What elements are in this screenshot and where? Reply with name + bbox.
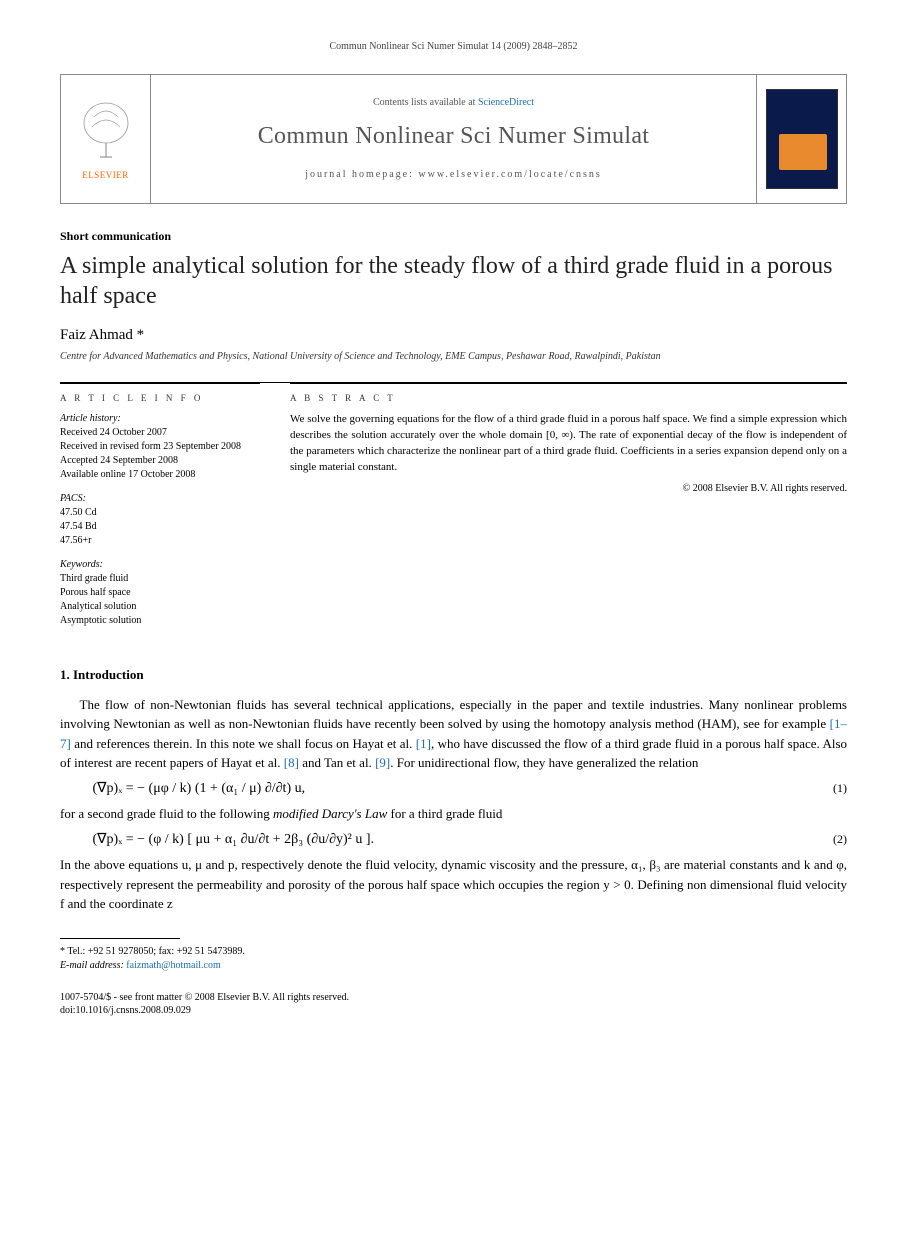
contact-line: * Tel.: +92 51 9278050; fax: +92 51 5473…	[60, 945, 847, 959]
equation-number: (1)	[817, 780, 847, 797]
intro-paragraph-2: for a second grade fluid to the followin…	[60, 804, 847, 824]
journal-cover-icon	[766, 89, 838, 189]
keywords-label: Keywords:	[60, 558, 260, 572]
body-text: . For unidirectional flow, they have gen…	[390, 755, 698, 770]
corresponding-author-footnote: * Tel.: +92 51 9278050; fax: +92 51 5473…	[60, 945, 847, 973]
history-line: Accepted 24 September 2008	[60, 454, 260, 468]
equation-2: (∇p)ₓ = − (φ / k) [ μu + α₁ ∂u/∂t + 2β₃ …	[93, 830, 848, 850]
sciencedirect-link[interactable]: ScienceDirect	[478, 97, 534, 108]
intro-paragraph-3: In the above equations u, μ and p, respe…	[60, 855, 847, 914]
history-line: Received in revised form 23 September 20…	[60, 440, 260, 454]
article-info-column: A R T I C L E I N F O Article history: R…	[60, 383, 260, 639]
body-text: for a second grade fluid to the followin…	[60, 806, 502, 821]
equation-body: (∇p)ₓ = − (φ / k) [ μu + α₁ ∂u/∂t + 2β₃ …	[93, 830, 818, 850]
equation-number: (2)	[817, 831, 847, 848]
article-history-label: Article history:	[60, 412, 260, 426]
abstract-text: We solve the governing equations for the…	[290, 412, 847, 476]
email-line: E-mail address: faizmath@hotmail.com	[60, 959, 847, 973]
equation-1: (∇p)ₓ = − (μφ / k) (1 + (α₁ / μ) ∂/∂t) u…	[93, 779, 848, 799]
running-head: Commun Nonlinear Sci Numer Simulat 14 (2…	[60, 40, 847, 54]
keyword: Third grade fluid	[60, 572, 260, 586]
front-matter-footer: 1007-5704/$ - see front matter © 2008 El…	[60, 991, 847, 1017]
history-line: Available online 17 October 2008	[60, 468, 260, 482]
cover-thumbnail	[756, 75, 846, 203]
keyword: Porous half space	[60, 586, 260, 600]
publisher-logo: ELSEVIER	[61, 75, 151, 203]
contents-prefix: Contents lists available at	[373, 97, 478, 108]
citation-link[interactable]: [8]	[284, 755, 299, 770]
abstract-copyright: © 2008 Elsevier B.V. All rights reserved…	[290, 482, 847, 496]
front-matter-line: 1007-5704/$ - see front matter © 2008 El…	[60, 991, 847, 1004]
publisher-name: ELSEVIER	[82, 169, 129, 182]
author-affiliation: Centre for Advanced Mathematics and Phys…	[60, 350, 847, 364]
pacs-label: PACS:	[60, 492, 260, 506]
intro-paragraph-1: The flow of non-Newtonian fluids has sev…	[60, 695, 847, 773]
pacs-block: PACS: 47.50 Cd 47.54 Bd 47.56+r	[60, 492, 260, 548]
body-text: The flow of non-Newtonian fluids has sev…	[60, 697, 847, 732]
article-info-heading: A R T I C L E I N F O	[60, 392, 260, 405]
equation-body: (∇p)ₓ = − (μφ / k) (1 + (α₁ / μ) ∂/∂t) u…	[93, 779, 818, 799]
email-link[interactable]: faizmath@hotmail.com	[126, 960, 220, 971]
article-history-block: Article history: Received 24 October 200…	[60, 412, 260, 482]
journal-name: Commun Nonlinear Sci Numer Simulat	[258, 120, 650, 154]
masthead-center: Contents lists available at ScienceDirec…	[151, 75, 756, 203]
author-name: Faiz Ahmad *	[60, 325, 847, 346]
pacs-code: 47.54 Bd	[60, 520, 260, 534]
body-text: and Tan et al.	[299, 755, 375, 770]
history-line: Received 24 October 2007	[60, 426, 260, 440]
section-heading: 1. Introduction	[60, 666, 847, 684]
citation-link[interactable]: [1]	[416, 736, 431, 751]
email-label: E-mail address:	[60, 960, 126, 971]
pacs-code: 47.50 Cd	[60, 506, 260, 520]
body-text: and references therein. In this note we …	[71, 736, 416, 751]
elsevier-tree-icon	[76, 97, 136, 167]
contents-available-line: Contents lists available at ScienceDirec…	[373, 96, 534, 110]
emphasis: modified Darcy's Law	[273, 806, 387, 821]
info-abstract-block: A R T I C L E I N F O Article history: R…	[60, 382, 847, 639]
keyword: Asymptotic solution	[60, 614, 260, 628]
abstract-heading: A B S T R A C T	[290, 392, 847, 405]
citation-link[interactable]: [9]	[375, 755, 390, 770]
keywords-block: Keywords: Third grade fluid Porous half …	[60, 558, 260, 628]
keyword: Analytical solution	[60, 600, 260, 614]
journal-homepage: journal homepage: www.elsevier.com/locat…	[305, 168, 602, 182]
journal-masthead: ELSEVIER Contents lists available at Sci…	[60, 74, 847, 204]
doi-line: doi:10.1016/j.cnsns.2008.09.029	[60, 1004, 847, 1017]
footnote-rule	[60, 938, 180, 939]
article-title: A simple analytical solution for the ste…	[60, 251, 847, 311]
article-type: Short communication	[60, 228, 847, 245]
abstract-column: A B S T R A C T We solve the governing e…	[290, 383, 847, 639]
pacs-code: 47.56+r	[60, 534, 260, 548]
